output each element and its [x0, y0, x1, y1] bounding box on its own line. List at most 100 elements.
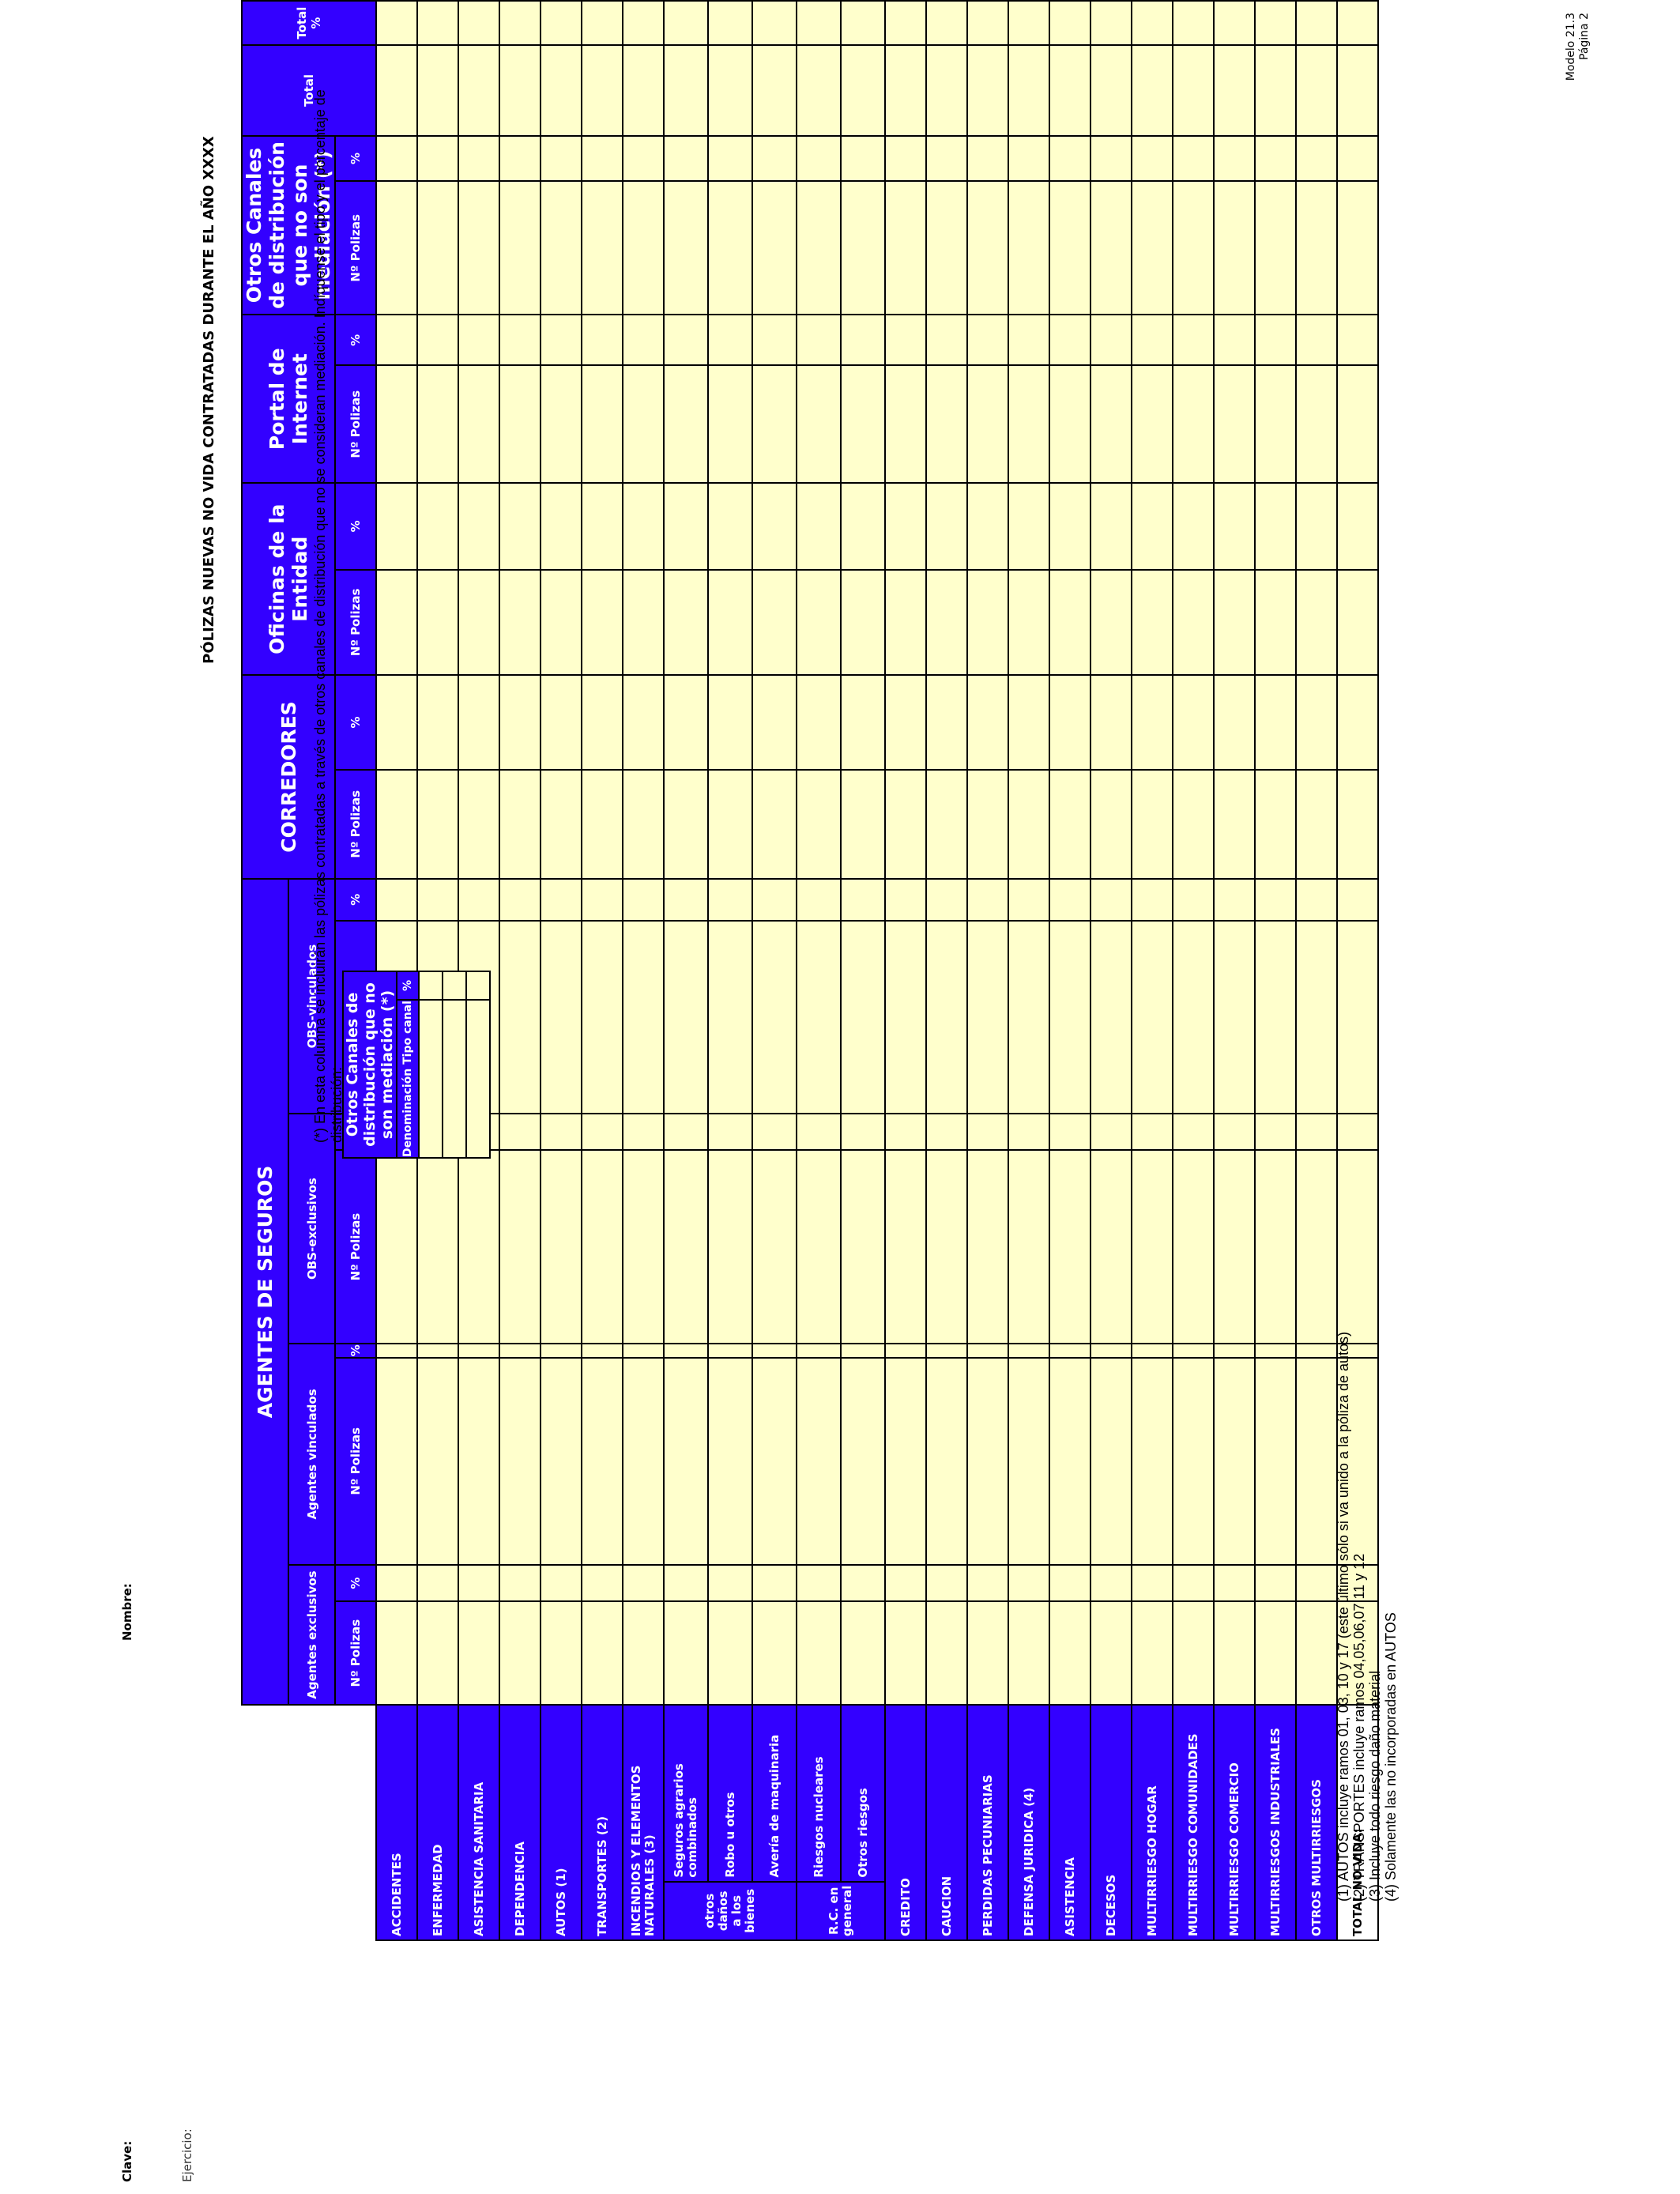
data-cell[interactable] [1214, 1565, 1255, 1602]
data-cell[interactable] [376, 1357, 417, 1566]
data-cell[interactable] [376, 483, 417, 570]
data-cell[interactable] [623, 878, 664, 921]
data-cell[interactable] [841, 315, 885, 366]
data-cell[interactable] [1049, 1357, 1090, 1566]
data-cell[interactable] [752, 315, 797, 366]
data-cell[interactable] [841, 135, 885, 182]
data-cell[interactable] [841, 1357, 885, 1566]
data-cell[interactable] [797, 1150, 841, 1344]
data-cell[interactable] [1132, 45, 1173, 136]
data-cell[interactable] [582, 878, 623, 921]
data-cell[interactable] [1255, 1565, 1296, 1602]
data-cell[interactable] [417, 365, 458, 484]
data-cell[interactable] [623, 569, 664, 676]
data-cell[interactable] [708, 878, 752, 921]
data-cell[interactable] [1296, 315, 1337, 366]
data-cell[interactable] [752, 920, 797, 1114]
data-cell[interactable] [541, 483, 582, 570]
data-cell[interactable] [1296, 769, 1337, 879]
data-cell[interactable] [885, 1343, 926, 1358]
data-cell[interactable] [664, 135, 708, 182]
data-cell[interactable] [1214, 920, 1255, 1114]
data-cell[interactable] [1296, 1601, 1337, 1706]
data-cell[interactable] [499, 1, 541, 46]
data-cell[interactable] [752, 1114, 797, 1151]
data-cell[interactable] [376, 365, 417, 484]
data-cell[interactable] [1173, 920, 1214, 1114]
data-cell[interactable] [417, 1343, 458, 1358]
data-cell[interactable] [376, 569, 417, 676]
data-cell[interactable] [1049, 483, 1090, 570]
data-cell[interactable] [376, 1, 417, 46]
data-cell[interactable] [708, 1343, 752, 1358]
data-cell[interactable] [1090, 365, 1132, 484]
data-cell[interactable] [1008, 569, 1049, 676]
data-cell[interactable] [708, 45, 752, 136]
data-cell[interactable] [582, 1150, 623, 1344]
data-cell[interactable] [841, 1150, 885, 1344]
data-cell[interactable] [582, 365, 623, 484]
data-cell[interactable] [708, 920, 752, 1114]
data-cell[interactable] [1049, 365, 1090, 484]
data-cell[interactable] [1255, 569, 1296, 676]
data-cell[interactable] [499, 769, 541, 879]
data-cell[interactable] [541, 878, 582, 921]
data-cell[interactable] [1049, 1343, 1090, 1358]
data-cell[interactable] [582, 1343, 623, 1358]
data-cell[interactable] [623, 675, 664, 770]
data-cell[interactable] [1132, 569, 1173, 676]
data-cell[interactable] [1090, 135, 1132, 182]
data-cell[interactable] [752, 1, 797, 46]
data-cell[interactable] [1296, 1, 1337, 46]
data-cell[interactable] [1008, 181, 1049, 315]
data-cell[interactable] [1296, 365, 1337, 484]
data-cell[interactable] [499, 45, 541, 136]
data-cell[interactable] [417, 135, 458, 182]
data-cell[interactable] [967, 769, 1008, 879]
data-cell[interactable] [708, 1150, 752, 1344]
data-cell[interactable] [926, 1114, 967, 1151]
data-cell[interactable] [1132, 1150, 1173, 1344]
data-cell[interactable] [967, 675, 1008, 770]
data-cell[interactable] [797, 45, 841, 136]
data-cell[interactable] [841, 675, 885, 770]
data-cell[interactable] [499, 365, 541, 484]
data-cell[interactable] [1173, 135, 1214, 182]
data-cell[interactable] [1173, 365, 1214, 484]
data-cell[interactable] [926, 315, 967, 366]
data-cell[interactable] [499, 878, 541, 921]
data-cell[interactable] [926, 569, 967, 676]
data-cell[interactable] [967, 1601, 1008, 1706]
data-cell[interactable] [541, 1, 582, 46]
data-cell[interactable] [1214, 1343, 1255, 1358]
data-cell[interactable] [417, 181, 458, 315]
data-cell[interactable] [708, 1114, 752, 1151]
data-cell[interactable] [664, 365, 708, 484]
data-cell[interactable] [1132, 1, 1173, 46]
data-cell[interactable] [1214, 365, 1255, 484]
data-cell[interactable] [926, 45, 967, 136]
data-cell[interactable] [752, 1343, 797, 1358]
data-cell[interactable] [1132, 315, 1173, 366]
data-cell[interactable] [967, 181, 1008, 315]
data-cell[interactable] [582, 45, 623, 136]
data-cell[interactable] [1214, 675, 1255, 770]
data-cell[interactable] [376, 878, 417, 921]
data-cell[interactable] [458, 1601, 499, 1706]
total-cell[interactable] [1337, 135, 1378, 182]
data-cell[interactable] [752, 365, 797, 484]
data-cell[interactable] [967, 483, 1008, 570]
data-cell[interactable] [885, 878, 926, 921]
data-cell[interactable] [582, 1, 623, 46]
data-cell[interactable] [499, 181, 541, 315]
data-cell[interactable] [1255, 769, 1296, 879]
total-cell[interactable] [1337, 769, 1378, 879]
data-cell[interactable] [797, 878, 841, 921]
data-cell[interactable] [541, 1357, 582, 1566]
mini-cell[interactable] [419, 1000, 443, 1158]
data-cell[interactable] [841, 1114, 885, 1151]
data-cell[interactable] [1090, 920, 1132, 1114]
data-cell[interactable] [885, 1565, 926, 1602]
data-cell[interactable] [1255, 1601, 1296, 1706]
data-cell[interactable] [1049, 315, 1090, 366]
